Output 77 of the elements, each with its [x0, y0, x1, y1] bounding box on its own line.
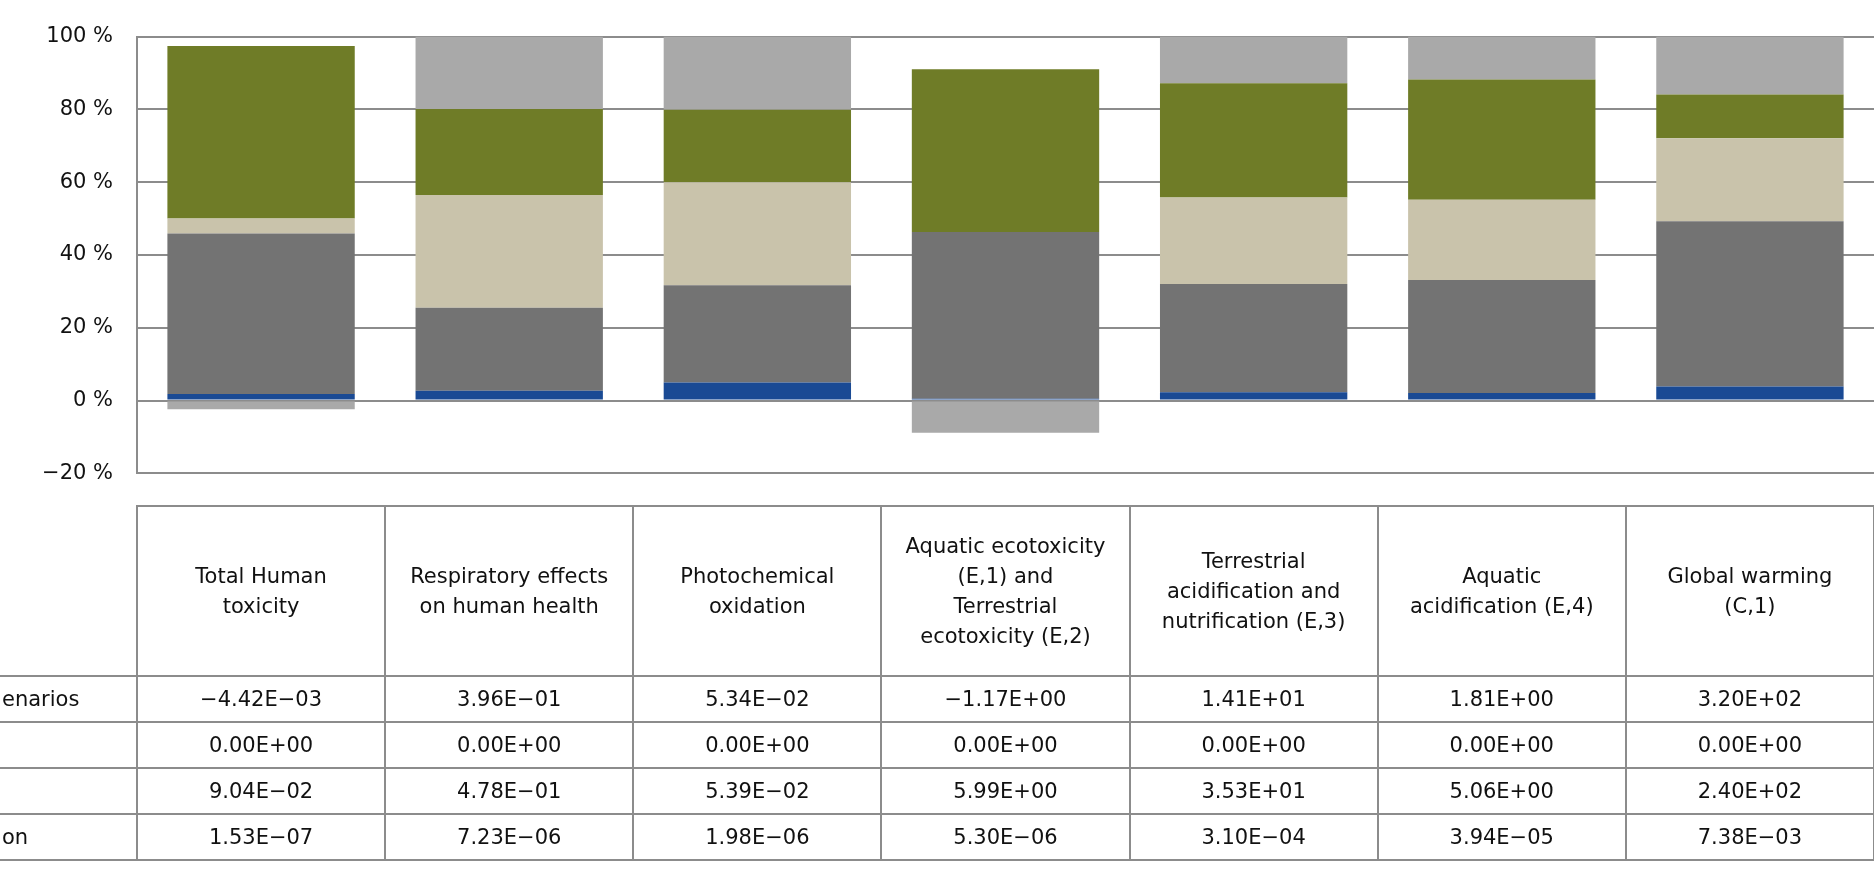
bar	[167, 218, 355, 234]
text: 5.06E+00	[1377, 768, 1626, 814]
text: 0.00E+00	[1377, 722, 1626, 768]
text: 9.04E−02	[137, 768, 386, 814]
bar	[415, 109, 603, 195]
y-tick-label: 60 %	[59, 168, 113, 193]
text: 7.38E−03	[1625, 814, 1874, 860]
text: 5.39E−02	[633, 768, 882, 814]
bar	[1159, 83, 1348, 198]
text: 5.30E−06	[881, 814, 1130, 860]
y-tick-label: 20 %	[59, 314, 113, 339]
text: −1.17E+00	[881, 676, 1130, 722]
bar	[911, 232, 1100, 399]
text: 3.10E−04	[1129, 814, 1378, 860]
y-tick-label: 0 %	[73, 387, 113, 412]
text: 0.00E+00	[633, 722, 882, 768]
text: 7.23E−06	[385, 814, 634, 860]
text: 0.00E+00	[137, 722, 386, 768]
text: 5.34E−02	[633, 676, 882, 722]
text: 1.98E−06	[633, 814, 882, 860]
bar	[415, 36, 603, 110]
bar	[1408, 79, 1596, 200]
text: 0.00E+00	[1129, 722, 1378, 768]
bar	[663, 382, 852, 400]
x-tick-label: Terrestrial acidification and nutrification (E,3)	[1129, 506, 1378, 676]
bar	[1408, 36, 1596, 80]
text: 3.96E−01	[385, 676, 634, 722]
text: 1.53E−07	[137, 814, 386, 860]
bar	[1159, 392, 1348, 400]
text: 2.40E+02	[1625, 768, 1874, 814]
bar	[1408, 199, 1596, 281]
bar	[663, 36, 852, 110]
x-tick-label: Global warming (C,1)	[1625, 506, 1874, 676]
text: on	[0, 814, 137, 860]
bar	[1408, 280, 1596, 393]
bar	[663, 182, 852, 286]
text: 5.99E+00	[881, 768, 1130, 814]
bar	[1656, 36, 1844, 95]
bar	[911, 401, 1100, 433]
text: 3.20E+02	[1625, 676, 1874, 722]
text: 0.00E+00	[881, 722, 1130, 768]
bar	[1159, 197, 1348, 285]
text: 3.53E+01	[1129, 768, 1378, 814]
y-tick-label: −20 %	[42, 459, 113, 484]
text: 0.00E+00	[1625, 722, 1874, 768]
text: enarios	[0, 676, 137, 722]
bar	[415, 390, 603, 400]
x-tick-label: Photochemical oxidation	[633, 506, 882, 676]
x-tick-label: Aquatic acidification (E,4)	[1377, 506, 1626, 676]
bar	[1656, 386, 1844, 400]
text: 3.94E−05	[1377, 814, 1626, 860]
text: 4.78E−01	[385, 768, 634, 814]
bar	[1408, 392, 1596, 400]
text: −4.42E−03	[137, 676, 386, 722]
x-tick-label: Respiratory effects on human health	[385, 506, 634, 676]
bar	[1656, 221, 1844, 387]
bar	[167, 401, 355, 410]
bar	[167, 233, 355, 395]
y-tick-label: 80 %	[59, 95, 113, 120]
bar	[1159, 36, 1348, 84]
y-tick-label: 100 %	[46, 23, 113, 48]
bar	[167, 394, 355, 400]
x-tick-label: Aquatic ecotoxicity (E,1) and Terrestrial ecotoxicity (E,2)	[881, 506, 1130, 676]
bar	[1656, 94, 1844, 139]
text: 0.00E+00	[385, 722, 634, 768]
bar	[663, 109, 852, 183]
bar	[1159, 284, 1348, 393]
bar	[415, 307, 603, 391]
y-tick-label: 40 %	[59, 241, 113, 266]
text: 1.41E+01	[1129, 676, 1378, 722]
bar	[911, 69, 1100, 233]
bar	[663, 285, 852, 383]
x-tick-label: Total Human toxicity	[137, 506, 386, 676]
text: 1.81E+00	[1377, 676, 1626, 722]
bar	[1656, 138, 1844, 222]
bar	[167, 46, 355, 219]
bar	[415, 194, 603, 308]
